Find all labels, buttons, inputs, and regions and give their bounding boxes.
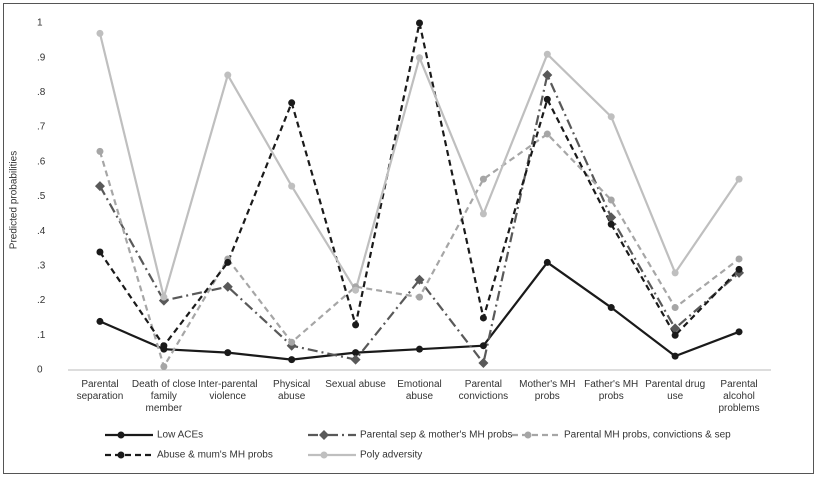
x-tick-label: Physical abuse: [273, 379, 311, 402]
x-tick-label: Parental separation: [76, 379, 124, 402]
y-tick-label: .6: [37, 156, 46, 167]
x-tick-label: Emotional abuse: [397, 379, 442, 402]
marker: [288, 99, 296, 107]
marker: [288, 338, 296, 346]
marker: [479, 210, 487, 218]
marker: [96, 248, 104, 256]
marker: [479, 175, 487, 183]
legend-marker: [319, 430, 329, 440]
marker: [288, 182, 296, 190]
frame: [3, 3, 814, 474]
y-tick-label: 1: [37, 18, 43, 29]
marker: [224, 349, 232, 357]
y-axis-label: Predicted probabilities: [9, 151, 20, 249]
marker: [350, 354, 361, 365]
x-tick-label: Father's MH probs: [584, 379, 639, 402]
legend-marker: [117, 431, 125, 439]
marker: [160, 342, 168, 350]
marker: [543, 130, 551, 138]
marker: [735, 175, 743, 183]
series-line: [98, 33, 740, 302]
marker: [414, 274, 425, 285]
marker: [352, 349, 360, 357]
legend-label: Poly adversity: [360, 450, 422, 461]
marker: [224, 258, 232, 266]
marker: [735, 255, 743, 263]
legend-label: Parental MH probs, convictions & sep: [564, 430, 731, 441]
marker: [671, 269, 679, 277]
marker: [607, 220, 615, 228]
x-tick-label: Parental alcohol problems: [718, 379, 760, 414]
y-tick-label: 0: [37, 365, 43, 376]
marker: [416, 54, 423, 62]
marker: [478, 358, 489, 369]
y-tick-label: .5: [37, 191, 46, 202]
legend-marker: [320, 451, 328, 459]
marker: [352, 286, 360, 294]
x-tick-label: Death of close family member: [131, 379, 196, 414]
marker: [288, 356, 296, 364]
marker: [224, 71, 232, 79]
marker: [479, 314, 487, 322]
marker: [606, 212, 617, 223]
marker: [96, 317, 104, 325]
marker: [671, 352, 679, 360]
marker: [222, 281, 233, 292]
marker: [416, 345, 423, 353]
marker: [671, 304, 679, 312]
marker: [607, 304, 615, 312]
marker: [96, 147, 104, 155]
series-line: [98, 71, 740, 366]
marker: [670, 323, 681, 334]
x-tick-label: Parental drug use: [645, 379, 706, 402]
marker: [479, 342, 487, 350]
legend-label: Abuse & mum's MH probs: [157, 450, 273, 461]
marker: [543, 50, 551, 58]
y-tick-label: .3: [37, 261, 46, 272]
marker: [416, 293, 423, 301]
marker: [735, 328, 743, 336]
marker: [543, 95, 551, 103]
y-tick-label: .2: [37, 295, 46, 306]
marker: [352, 321, 360, 329]
legend-marker: [117, 451, 125, 459]
marker: [542, 70, 553, 81]
y-tick-label: .7: [37, 122, 46, 133]
y-tick-label: .4: [37, 226, 46, 237]
y-tick-label: .9: [37, 52, 46, 63]
marker: [671, 331, 679, 339]
marker: [607, 113, 615, 121]
x-tick-label: Parental convictions: [458, 379, 509, 402]
series-line: [99, 22, 740, 348]
marker: [96, 29, 104, 37]
y-tick-label: .8: [37, 87, 46, 98]
legend-label: Parental sep & mother's MH probs: [360, 430, 513, 441]
marker: [607, 196, 615, 204]
legend-marker: [524, 431, 532, 439]
marker: [160, 363, 168, 371]
marker: [735, 265, 743, 273]
legend-label: Low ACEs: [157, 430, 203, 441]
marker: [416, 19, 423, 27]
marker: [94, 181, 105, 192]
x-tick-label: Sexual abuse: [325, 379, 386, 390]
y-tick-label: .1: [37, 330, 46, 341]
x-tick-label: Mother's MH probs: [519, 379, 576, 402]
x-tick-label: Inter-parental violence: [198, 379, 258, 402]
marker: [543, 258, 551, 266]
marker: [160, 293, 168, 301]
